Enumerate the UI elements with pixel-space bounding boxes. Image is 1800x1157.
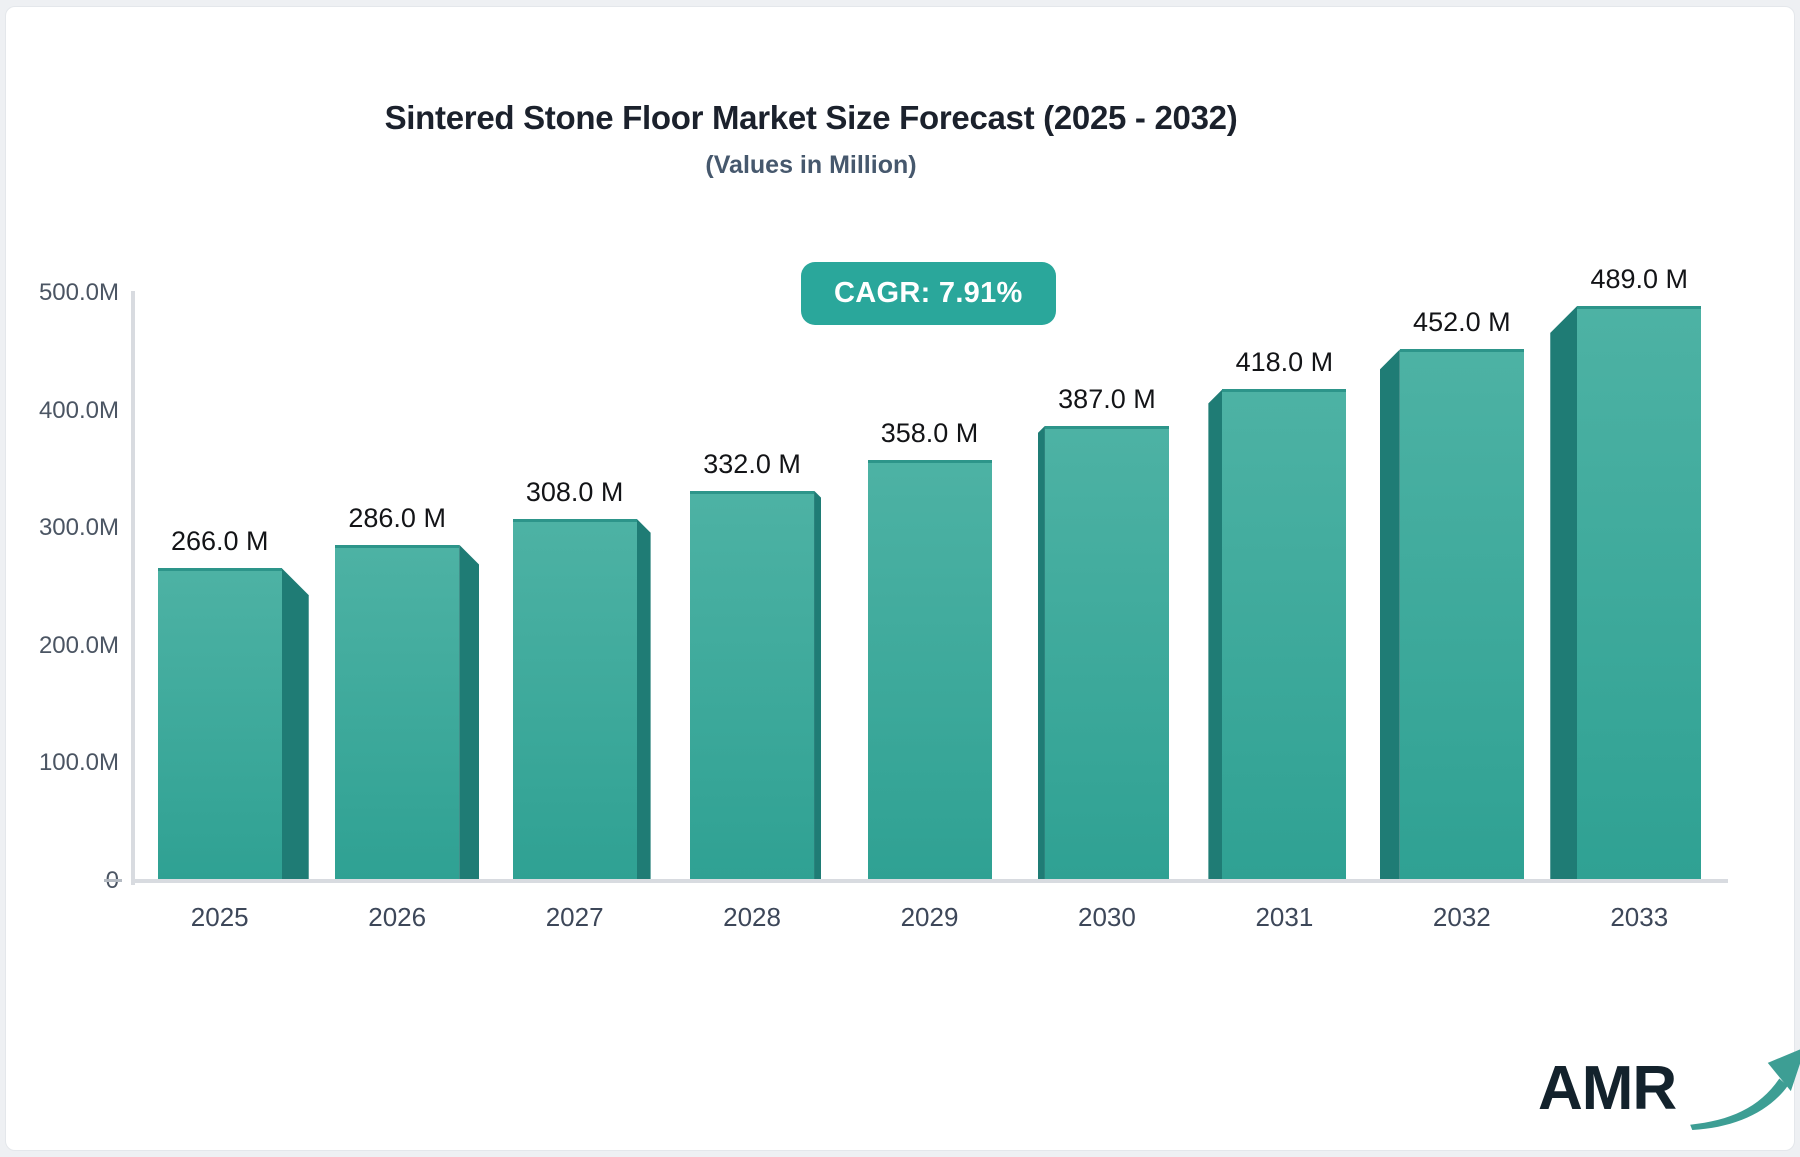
bar-value-label: 308.0 M bbox=[525, 476, 624, 507]
bar-face-2027 bbox=[512, 518, 637, 879]
bar-side-face-2033 bbox=[1550, 305, 1578, 879]
bar-face-2030 bbox=[1044, 425, 1169, 879]
y-axis-tick-label: 0 bbox=[1, 866, 119, 896]
bar-face-2031 bbox=[1222, 389, 1347, 879]
x-axis-label-2028: 2028 bbox=[723, 902, 781, 932]
bar-side-face-2027 bbox=[636, 518, 651, 879]
bar-side-face-2025 bbox=[281, 568, 309, 879]
bar-value-label: 418.0 M bbox=[1235, 347, 1334, 378]
y-axis-line bbox=[131, 291, 135, 885]
amr-logo: AMR bbox=[1528, 1039, 1800, 1149]
bar-side-face-2031 bbox=[1208, 389, 1223, 879]
bar-face-2026 bbox=[335, 544, 460, 879]
y-axis-tick-label: 300.0M bbox=[38, 514, 119, 542]
x-axis-label-2031: 2031 bbox=[1255, 902, 1314, 932]
x-axis-label-2030: 2030 bbox=[1078, 902, 1136, 932]
x-axis-label-2029: 2029 bbox=[900, 902, 959, 932]
bar-face-2033 bbox=[1577, 305, 1702, 879]
x-axis-label-2032: 2032 bbox=[1432, 902, 1491, 932]
bar-face-2032 bbox=[1399, 349, 1524, 879]
x-axis-label-2027: 2027 bbox=[545, 902, 604, 932]
bar-side-face-2030 bbox=[1037, 425, 1045, 879]
bar-value-label: 286.0 M bbox=[348, 502, 446, 533]
y-axis-tick-label: 500.0M bbox=[38, 279, 119, 306]
bar-side-face-2032 bbox=[1379, 349, 1400, 879]
y-axis-tick-label: 100.0M bbox=[38, 749, 119, 777]
bar-side-face-2026 bbox=[459, 544, 480, 879]
growth-arrow-icon bbox=[1690, 1049, 1800, 1130]
chart-subtitle: (Values in Million) bbox=[705, 151, 917, 179]
bar-face-2029 bbox=[867, 459, 992, 879]
bar-face-2028 bbox=[690, 490, 815, 879]
bar-value-label: 266.0 M bbox=[170, 526, 269, 557]
amr-logo-text: AMR bbox=[1538, 1054, 1677, 1123]
x-axis-label-2033: 2033 bbox=[1610, 902, 1669, 932]
cagr-badge: CAGR: 7.91% bbox=[801, 262, 1056, 325]
y-axis-tick-label: 400.0M bbox=[38, 396, 119, 424]
bar-value-label: 358.0 M bbox=[880, 417, 979, 448]
x-axis-label-2025: 2025 bbox=[190, 902, 249, 932]
bar-value-label: 489.0 M bbox=[1590, 263, 1689, 294]
bar-side-face-2028 bbox=[814, 490, 822, 879]
zero-tick-mark bbox=[104, 879, 122, 882]
header: Sintered Stone Floor Market Size Forecas… bbox=[6, 99, 1616, 180]
x-axis-line bbox=[131, 879, 1728, 883]
bar-value-label: 332.0 M bbox=[703, 448, 801, 479]
x-axis-label-2026: 2026 bbox=[368, 902, 427, 932]
bar-value-label: 452.0 M bbox=[1413, 307, 1511, 338]
bar-value-label: 387.0 M bbox=[1058, 383, 1156, 414]
chart-card: Sintered Stone Floor Market Size Forecas… bbox=[5, 6, 1800, 1151]
bar-face-2025 bbox=[157, 568, 282, 879]
y-axis-tick-label: 200.0M bbox=[38, 631, 119, 659]
chart-title: Sintered Stone Floor Market Size Forecas… bbox=[384, 99, 1238, 136]
